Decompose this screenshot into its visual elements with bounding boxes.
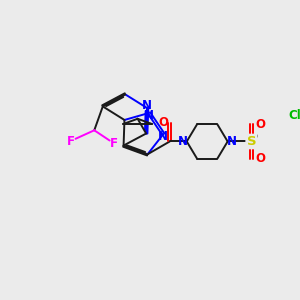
- Text: O: O: [255, 152, 265, 165]
- Text: S: S: [247, 135, 256, 148]
- Text: Cl: Cl: [288, 109, 300, 122]
- Text: F: F: [67, 135, 75, 148]
- Text: N: N: [178, 135, 188, 148]
- Text: F: F: [110, 136, 118, 150]
- Text: N: N: [158, 130, 168, 143]
- Text: O: O: [255, 118, 265, 131]
- Text: N: N: [144, 109, 154, 122]
- Text: N: N: [142, 99, 152, 112]
- Text: O: O: [158, 116, 168, 129]
- Text: N: N: [227, 135, 237, 148]
